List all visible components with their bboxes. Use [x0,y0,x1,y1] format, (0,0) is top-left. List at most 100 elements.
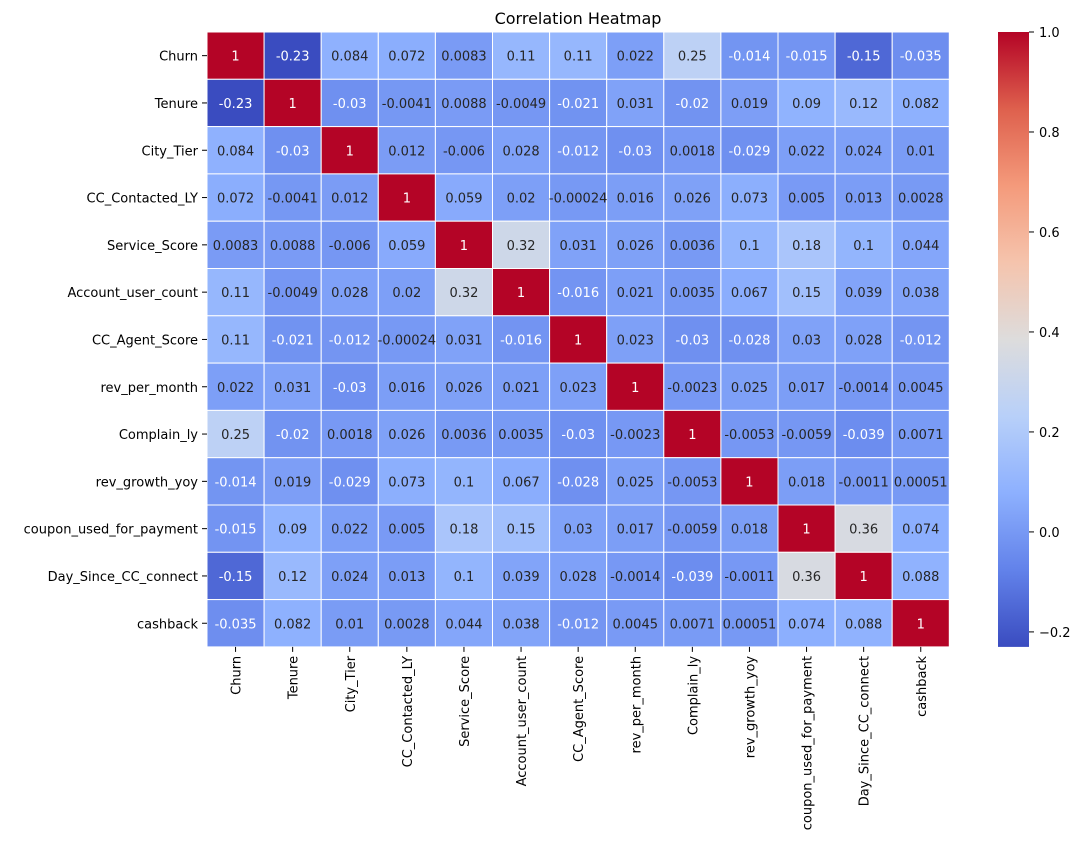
cell-value-label: -0.006 [443,144,485,159]
cell-value-label: 0.11 [221,333,250,348]
heatmap-cell [891,126,950,175]
heatmap-cell [263,78,322,128]
x-tick-label: cashback [915,655,930,716]
heatmap-cell [663,126,722,175]
heatmap-cell [549,268,608,317]
x-tick-label: coupon_used_for_payment [801,656,816,830]
cell-value-label: 0.026 [674,192,711,207]
cell-value-label: 0.0083 [441,50,487,65]
heatmap-cell [206,551,265,601]
cell-value-label: 0.0036 [441,428,487,443]
heatmap-cell [834,268,893,317]
cell-value-label: 0.012 [388,144,425,159]
heatmap-cell [891,457,950,506]
x-tick-label: rev_per_month [629,656,644,754]
heatmap-cell [891,362,950,411]
cell-value-label: 1 [346,144,354,159]
heatmap-cell [263,504,322,553]
cell-value-label: 0.0018 [670,144,716,159]
cell-value-label: -0.0049 [268,286,318,301]
cell-value-label: 0.0035 [670,286,716,301]
heatmap-cell [320,126,379,175]
cell-value-label: 0.038 [902,286,939,301]
cell-value-label: -0.015 [786,50,828,65]
heatmap-cell [377,315,436,364]
heatmap-cell [891,268,950,317]
cell-value-label: 0.059 [388,239,425,254]
heatmap-cell [720,551,779,601]
cell-value-label: 0.0028 [384,617,430,632]
x-tick-label: Tenure [287,656,302,700]
heatmap-cell [377,78,436,128]
heatmap-cell [606,173,665,222]
cell-value-label: 0.32 [449,286,478,301]
heatmap-cell [891,504,950,553]
cell-value-label: -0.0059 [667,523,717,538]
heatmap-cell [720,457,779,506]
colorbar-tick-label: 0.8 [1039,126,1060,141]
cell-value-label: -0.0041 [268,192,318,207]
cell-value-label: -0.15 [847,50,881,65]
heatmap-cell [263,31,322,80]
cell-value-label: -0.03 [333,97,367,112]
cell-value-label: -0.15 [219,570,253,585]
cell-value-label: 0.031 [560,239,597,254]
cell-value-label: -0.03 [618,144,652,159]
cell-value-label: 0.088 [845,617,882,632]
heatmap-cells [206,31,950,648]
cell-value-label: 0.11 [564,50,593,65]
cell-value-label: 0.026 [445,381,482,396]
cell-value-label: 0.02 [507,192,536,207]
cell-value-label: -0.02 [676,97,710,112]
heatmap-cell [777,551,836,601]
colorbar-tick-label: 0.2 [1039,426,1060,441]
cell-value-label: 1 [460,239,468,254]
heatmap-cell [320,362,379,411]
cell-value-label: 0.1 [454,570,475,585]
heatmap-cell [891,315,950,364]
cell-value-label: 0.073 [731,192,768,207]
cell-value-label: 0.012 [331,192,368,207]
heatmap-cell [549,504,608,553]
heatmap-cell [777,173,836,222]
cell-value-label: 0.024 [845,144,882,159]
heatmap-cell [377,409,436,459]
cell-value-label: -0.0023 [667,381,717,396]
y-tick-label: coupon_used_for_payment [24,523,198,538]
y-tick-label: City_Tier [142,144,199,159]
cell-value-label: 0.0036 [670,239,716,254]
heatmap-cell [891,409,950,459]
heatmap-cell [492,173,551,222]
cell-value-label: 0.019 [731,97,768,112]
colorbar-tick-label: 1.0 [1039,26,1060,41]
cell-value-label: 0.18 [449,523,478,538]
heatmap-cell [834,315,893,364]
cell-value-label: -0.035 [215,617,257,632]
cell-value-label: 0.022 [217,381,254,396]
heatmap-cell [720,31,779,80]
heatmap-cell [492,220,551,269]
heatmap-cell [434,457,493,506]
cell-value-label: 0.024 [331,570,368,585]
colorbar-gradient [998,32,1029,647]
heatmap-cell [720,173,779,222]
cell-value-label: 0.25 [221,428,250,443]
x-tick-label: Day_Since_CC_connect [858,656,873,806]
cell-value-label: 0.026 [617,239,654,254]
heatmap-cell [891,599,950,648]
heatmap-cell [834,409,893,459]
cell-value-label: -0.0011 [839,475,889,490]
cell-value-label: 0.0035 [498,428,544,443]
heatmap-cell [434,362,493,411]
cell-value-label: -0.03 [276,144,310,159]
cell-value-label: -0.029 [728,144,770,159]
cell-value-label: -0.039 [671,570,713,585]
heatmap-cell [834,504,893,553]
heatmap-cell [720,409,779,459]
heatmap-cell [206,78,265,128]
cell-value-label: -0.0014 [839,381,889,396]
x-tick-label: Complain_ly [686,656,701,735]
cell-value-label: 1 [745,475,753,490]
cell-value-label: 1 [517,286,525,301]
